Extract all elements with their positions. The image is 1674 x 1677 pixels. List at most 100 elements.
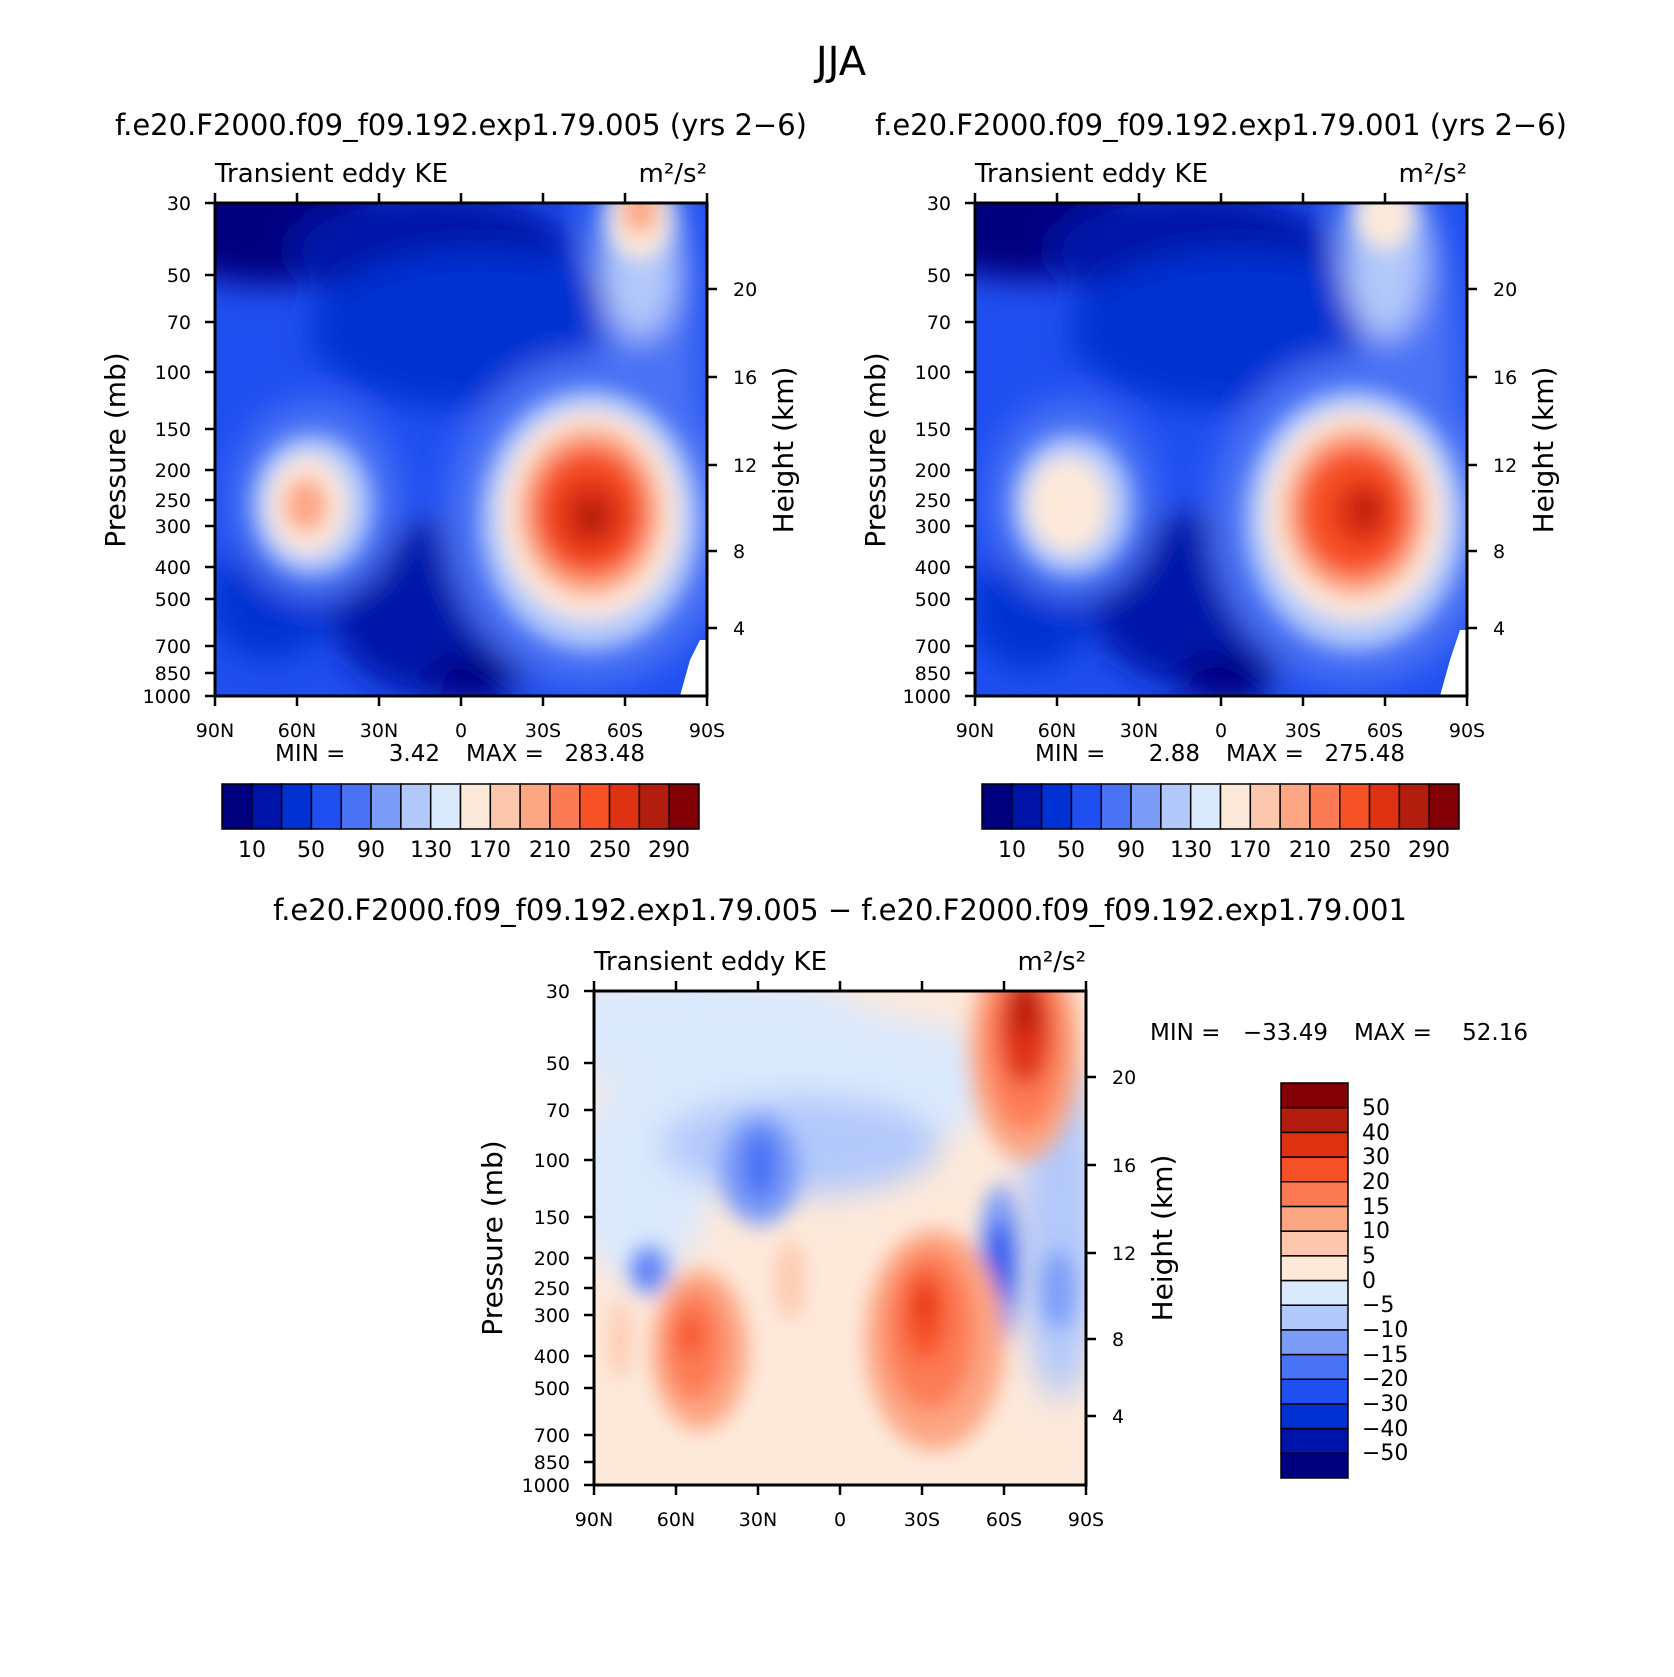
colorbar-swatch xyxy=(549,783,581,830)
height-tick-label: 4 xyxy=(1112,1406,1124,1428)
pressure-tick-label: 400 xyxy=(915,557,951,579)
panel-001-y2label: Height (km) xyxy=(1527,367,1560,534)
pressure-tick-label: 250 xyxy=(155,490,191,512)
pressure-tick-label: 50 xyxy=(546,1053,570,1075)
x-tick-label: 90N xyxy=(575,1509,613,1531)
x-tick-label: 30S xyxy=(525,720,561,742)
colorbar-swatch xyxy=(370,783,402,830)
x-tick-label: 90S xyxy=(1449,720,1485,742)
pressure-tick-label: 100 xyxy=(534,1150,570,1172)
x-tick-label: 60S xyxy=(607,720,643,742)
x-tick-label: 60N xyxy=(1038,720,1076,742)
colorbar-tick-label: −50 xyxy=(1362,1441,1408,1466)
panel-diff-max-value: 52.16 xyxy=(1462,1020,1528,1046)
panel-diff-title: f.e20.F2000.f09_f09.192.exp1.79.005 − f.… xyxy=(273,893,1407,927)
height-tick-label: 12 xyxy=(1493,455,1517,477)
panel-005-min-value: 3.42 xyxy=(389,741,440,767)
colorbar-swatch xyxy=(280,783,313,830)
colorbar-swatch xyxy=(1070,783,1102,830)
pressure-tick-label: 70 xyxy=(546,1100,570,1122)
height-tick-label: 12 xyxy=(1112,1243,1136,1265)
colorbar-swatch xyxy=(1280,1452,1349,1479)
colorbar-tick-label: 170 xyxy=(469,838,511,863)
colorbar-swatch xyxy=(1011,783,1043,830)
colorbar-tick-label: 210 xyxy=(529,838,571,863)
panel-001-units: m²/s² xyxy=(1399,159,1467,189)
colorbar-swatch xyxy=(1280,1205,1349,1232)
colorbar-swatch xyxy=(1280,1353,1349,1380)
pressure-tick-label: 250 xyxy=(915,490,951,512)
panel-005-units: m²/s² xyxy=(639,159,707,189)
panel-001-min-value: 2.88 xyxy=(1149,741,1200,767)
panel-001-min-label: MIN = xyxy=(1035,741,1105,767)
colorbar-swatch xyxy=(1309,783,1341,830)
pressure-tick-label: 250 xyxy=(534,1278,570,1300)
panel-diff-ylabel: Pressure (mb) xyxy=(476,1140,509,1335)
panel-005-ticks xyxy=(205,193,717,706)
panel-diff-colorbar xyxy=(1280,1082,1349,1479)
colorbar-swatch xyxy=(1339,783,1371,830)
pressure-tick-label: 150 xyxy=(915,419,951,441)
colorbar-tick-label: 290 xyxy=(1408,838,1450,863)
colorbar-swatch xyxy=(1280,1156,1349,1183)
x-tick-label: 0 xyxy=(455,720,467,742)
panel-diff-units: m²/s² xyxy=(1018,947,1086,977)
panel-diff-max-label: MAX = xyxy=(1354,1020,1432,1046)
pressure-tick-label: 500 xyxy=(915,589,951,611)
colorbar-tick-label: 5 xyxy=(1362,1244,1376,1269)
colorbar-swatch xyxy=(1280,1230,1349,1257)
pressure-tick-label: 1000 xyxy=(903,686,951,708)
panel-difference: f.e20.F2000.f09_f09.192.exp1.79.005 − f.… xyxy=(273,893,1528,1531)
height-tick-label: 8 xyxy=(733,541,745,563)
height-tick-label: 8 xyxy=(1112,1329,1124,1351)
panel-005: f.e20.F2000.f09_f09.192.exp1.79.005 (yrs… xyxy=(99,108,807,863)
pressure-tick-label: 850 xyxy=(155,663,191,685)
panel-001-title: f.e20.F2000.f09_f09.192.exp1.79.001 (yrs… xyxy=(875,108,1567,142)
x-tick-label: 90S xyxy=(689,720,725,742)
pressure-tick-label: 1000 xyxy=(522,1475,570,1497)
colorbar-swatch xyxy=(519,783,551,830)
pressure-tick-label: 50 xyxy=(927,265,951,287)
pressure-tick-label: 500 xyxy=(155,589,191,611)
panel-001-ticks xyxy=(965,193,1477,706)
colorbar-tick-label: 250 xyxy=(589,838,631,863)
colorbar-tick-label: 0 xyxy=(1362,1269,1376,1294)
height-tick-label: 20 xyxy=(1493,279,1517,301)
colorbar-tick-label: −10 xyxy=(1362,1318,1408,1343)
pressure-tick-label: 700 xyxy=(155,636,191,658)
x-tick-label: 30S xyxy=(904,1509,940,1531)
colorbar-tick-label: 50 xyxy=(1362,1096,1390,1121)
pressure-tick-label: 30 xyxy=(546,981,570,1003)
pressure-tick-label: 400 xyxy=(534,1346,570,1368)
colorbar-swatch xyxy=(1280,1329,1349,1356)
pressure-tick-label: 850 xyxy=(534,1452,570,1474)
colorbar-swatch xyxy=(1130,783,1162,830)
colorbar-tick-label: 15 xyxy=(1362,1195,1390,1220)
colorbar-swatch xyxy=(1219,783,1252,830)
colorbar-tick-label: 30 xyxy=(1362,1145,1390,1170)
pressure-tick-label: 70 xyxy=(927,312,951,334)
colorbar-tick-label: 170 xyxy=(1229,838,1271,863)
height-tick-label: 16 xyxy=(1112,1155,1136,1177)
pressure-tick-label: 200 xyxy=(915,460,951,482)
colorbar-swatch xyxy=(638,783,670,830)
colorbar-swatch xyxy=(251,783,283,830)
x-tick-label: 90N xyxy=(956,720,994,742)
colorbar-swatch xyxy=(1189,783,1222,830)
colorbar-swatch xyxy=(608,783,641,830)
colorbar-tick-label: 10 xyxy=(1362,1219,1390,1244)
panel-diff-field-label: Transient eddy KE xyxy=(593,947,827,977)
panel-diff-y2label: Height (km) xyxy=(1146,1155,1179,1322)
height-tick-label: 20 xyxy=(733,279,757,301)
height-tick-label: 16 xyxy=(733,367,757,389)
colorbar-tick-label: 50 xyxy=(297,838,325,863)
panel-005-min-label: MIN = xyxy=(275,741,345,767)
colorbar-tick-label: 90 xyxy=(357,838,385,863)
height-tick-label: 12 xyxy=(733,455,757,477)
colorbar-swatch xyxy=(1368,783,1401,830)
panel-001-colorbar xyxy=(981,783,1460,830)
colorbar-tick-label: −15 xyxy=(1362,1343,1408,1368)
colorbar-swatch xyxy=(1280,1304,1349,1331)
pressure-tick-label: 700 xyxy=(534,1425,570,1447)
x-tick-label: 30N xyxy=(360,720,398,742)
